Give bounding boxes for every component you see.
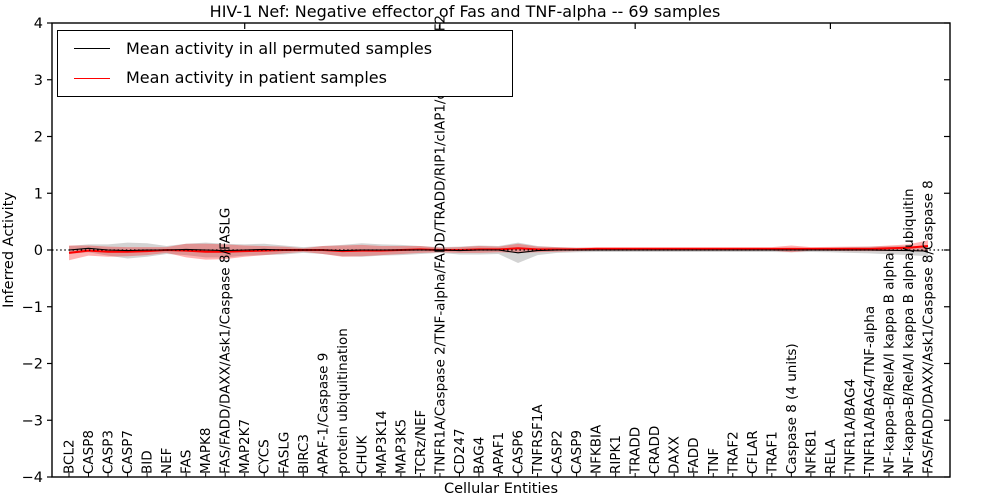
- legend-item-permuted: Mean activity in all permuted samples: [58, 35, 512, 63]
- y-tick-label: 0: [34, 243, 43, 259]
- x-tick-label: RIPK1: [608, 435, 624, 474]
- y-tick-label: 3: [34, 73, 43, 89]
- x-tick-label: TRADD: [628, 427, 644, 475]
- x-tick-label: MAP3K14: [374, 410, 390, 474]
- x-tick-label: NFKB1: [803, 429, 819, 474]
- x-tick-label: MAP2K7: [237, 419, 253, 474]
- x-tick-label: TNF: [706, 448, 722, 475]
- x-tick-label: BID: [140, 450, 156, 474]
- x-tick-label: TCRz/NEF: [413, 410, 429, 475]
- y-tick-label: 1: [34, 186, 43, 202]
- x-tick-label: CASP6: [511, 430, 527, 474]
- x-tick-label: BIRC3: [296, 434, 312, 474]
- y-tick-label: −1: [22, 300, 43, 316]
- x-tick-label: TNFRSF1A: [530, 404, 546, 475]
- y-tick-label: −4: [22, 470, 43, 486]
- x-tick-label: CHUK: [354, 435, 370, 474]
- x-tick-label: CASP3: [101, 430, 117, 474]
- x-tick-label: MAPK8: [198, 428, 214, 474]
- x-tick-label: FAS/FADD/DAXX/Ask1/Caspase 8/Caspase 8: [921, 180, 937, 474]
- x-tick-label: NF-kappa-B/RelA/I kappa B alpha: [881, 252, 897, 474]
- x-tick-label: TRAF1: [764, 431, 780, 475]
- legend-item-patient: Mean activity in patient samples: [58, 64, 512, 92]
- x-tick-label: APAF-1/Caspase 9: [315, 353, 331, 474]
- x-tick-label: CFLAR: [745, 430, 761, 474]
- x-tick-label: CD247: [452, 428, 468, 474]
- x-axis-label: Cellular Entities: [443, 481, 559, 497]
- x-tick-label: NFKBIA: [589, 424, 605, 474]
- x-tick-label: CASP9: [569, 430, 585, 474]
- x-tick-label: NF-kappa-B/RelA/I kappa B alpha/ubiquiti…: [901, 188, 917, 474]
- y-axis-label: Inferred Activity: [1, 192, 17, 308]
- patient-line-swatch: [74, 77, 110, 79]
- x-tick-label: TNFR1A/BAG4: [842, 379, 858, 475]
- legend-label-permuted: Mean activity in all permuted samples: [126, 38, 433, 58]
- x-tick-label: CRADD: [647, 426, 663, 474]
- x-tick-label: protein ubiquitination: [335, 328, 351, 474]
- legend: Mean activity in all permuted samples Me…: [57, 30, 513, 97]
- x-tick-label: FASLG: [276, 432, 292, 474]
- x-tick-label: CYCS: [257, 439, 273, 474]
- x-tick-label: Caspase 8 (4 units): [784, 343, 800, 474]
- x-tick-label: TRAF2: [725, 431, 741, 475]
- y-tick-label: 2: [34, 130, 43, 146]
- x-tick-label: BAG4: [471, 437, 487, 474]
- patient-mean-line: [68, 245, 929, 254]
- y-tick-label: −3: [22, 413, 43, 429]
- x-tick-label: DAXX: [667, 436, 683, 474]
- x-tick-label: NEF: [159, 448, 175, 474]
- x-tick-label: FAS: [179, 450, 195, 474]
- x-tick-label: CASP2: [550, 430, 566, 474]
- x-tick-label: MAP3K5: [393, 419, 409, 474]
- x-tick-label: BCL2: [62, 439, 78, 474]
- x-tick-label: CASP8: [81, 430, 97, 474]
- x-tick-label: FADD: [686, 437, 702, 474]
- permuted-std-band: [69, 242, 929, 264]
- legend-label-patient: Mean activity in patient samples: [126, 68, 387, 88]
- plot-frame: [51, 22, 951, 478]
- x-tick-label: TNFR1A/Caspase 2/TNF-alpha/FADD/TRADD/RI…: [432, 15, 448, 475]
- x-tick-label: TNFR1A/BAG4/TNF-alpha: [862, 306, 878, 475]
- x-tick-label: RELA: [823, 438, 839, 474]
- x-tick-label: APAF1: [491, 432, 507, 474]
- chart-title: HIV-1 Nef: Negative effector of Fas and …: [209, 2, 721, 21]
- x-tick-label: FAS/FADD/DAXX/Ask1/Caspase 8/FASLG: [218, 208, 234, 474]
- y-tick-label: 4: [34, 16, 43, 32]
- y-tick-label: −2: [22, 357, 43, 373]
- permuted-line-swatch: [74, 48, 110, 50]
- x-tick-label: CASP7: [120, 430, 136, 474]
